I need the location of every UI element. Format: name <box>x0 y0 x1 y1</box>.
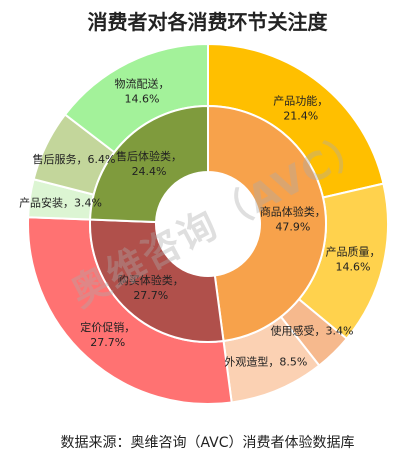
outer-slice-value: 14.6% <box>336 260 371 273</box>
outer-slice-value: 27.7% <box>90 336 125 349</box>
outer-slice-value: 14.6% <box>125 92 160 105</box>
inner-ring-slice <box>89 218 225 343</box>
inner-ring-slice <box>89 104 209 224</box>
chart-title: 消费者对各消费环节关注度 <box>87 10 328 34</box>
slice-labels: 商品体验类， 47.9% 购买体验类， 27.7% 售后体验类， 24.4% 产品功能， 21… <box>19 76 380 368</box>
inner-slice-value: 47.9% <box>275 220 310 233</box>
inner-slice-value: 27.7% <box>133 289 168 302</box>
outer-slice-label: 使用感受，3.4% <box>271 325 354 338</box>
inner-ring <box>89 104 327 343</box>
inner-ring-slice <box>207 104 327 343</box>
inner-slice-value: 24.4% <box>132 165 167 178</box>
inner-slice-label: 商品体验类， <box>260 204 326 218</box>
outer-slice-label: 产品功能， <box>273 93 328 107</box>
outer-slice-label: 外观造型，8.5% <box>224 354 307 368</box>
outer-slice-value: 21.4% <box>283 109 318 122</box>
source-note: 数据来源：奥维咨询（AVC）消费者体验数据库 <box>60 435 355 451</box>
outer-slice-label: 定价促销， <box>80 320 135 334</box>
inner-slice-label: 售后体验类， <box>116 149 182 163</box>
outer-slice-label: 物流配送， <box>115 76 170 90</box>
outer-slice-label: 售后服务，6.4% <box>33 152 116 166</box>
outer-ring <box>27 42 389 405</box>
inner-slice-label: 购买体验类， <box>118 273 184 287</box>
outer-slice-label: 产品安装，3.4% <box>19 196 102 210</box>
outer-slice-label: 产品质量， <box>325 244 380 258</box>
